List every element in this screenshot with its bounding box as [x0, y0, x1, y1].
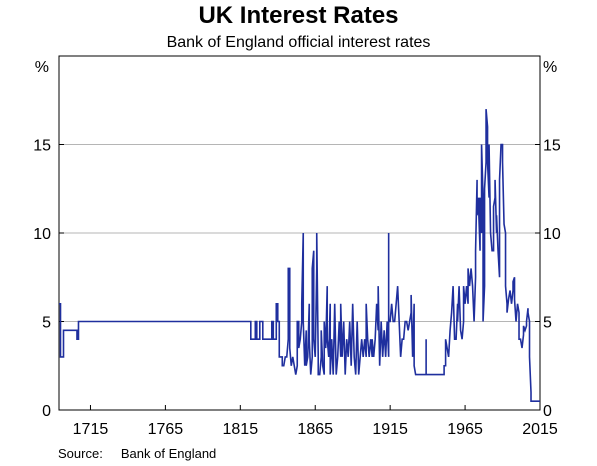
y-tick-label-left: 15: [33, 138, 51, 155]
x-tick-label: 1765: [148, 421, 184, 438]
x-tick-label: 1815: [223, 421, 259, 438]
y-tick-label-left: 10: [33, 226, 51, 243]
source-label: Source:: [58, 446, 103, 461]
chart-title: UK Interest Rates: [198, 2, 399, 29]
y-tick-label-right: 15: [543, 138, 561, 155]
y-tick-label-right: 0: [543, 403, 552, 420]
x-tick-label: 2015: [522, 421, 558, 438]
x-tick-label: 1715: [73, 421, 109, 438]
x-tick-label: 1915: [372, 421, 408, 438]
source-note: Source: Bank of England: [58, 446, 216, 462]
y-tick-label-left: 0: [42, 403, 51, 420]
y-tick-label-left: 5: [42, 315, 51, 332]
y-tick-label-right: 10: [543, 226, 561, 243]
y-tick-label-right: 5: [543, 315, 552, 332]
y-unit-left: %: [35, 59, 49, 76]
x-tick-label: 1865: [297, 421, 333, 438]
source-value: Bank of England: [120, 446, 217, 461]
series-line-0: [59, 109, 540, 402]
x-tick-label: 1965: [447, 421, 483, 438]
y-unit-right: %: [543, 59, 557, 76]
chart-subtitle: Bank of England official interest rates: [166, 34, 431, 51]
